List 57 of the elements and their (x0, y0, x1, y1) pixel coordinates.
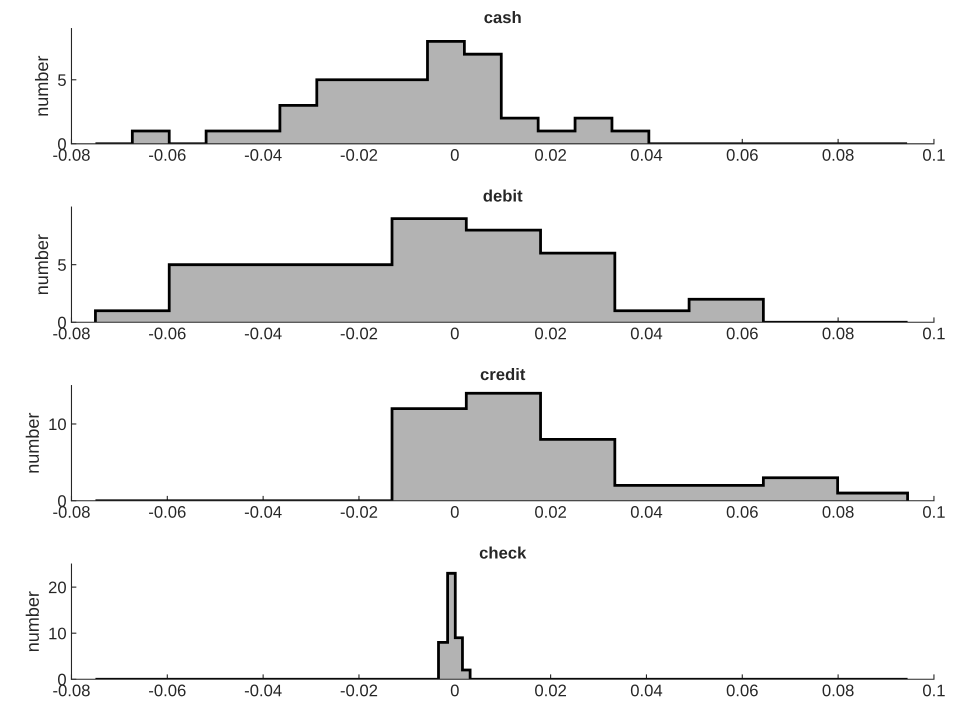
chart-title: credit (480, 368, 526, 380)
x-tick-label: 0.04 (630, 149, 662, 161)
y-tick-label: 10 (49, 628, 66, 640)
x-tick-label: -0.06 (149, 506, 186, 518)
y-tick-label: 5 (58, 259, 66, 271)
x-tick-label: 0.02 (535, 506, 566, 518)
chart-title: check (480, 546, 526, 559)
x-tick-label: 0.06 (726, 506, 758, 518)
x-tick-label: 0.02 (535, 684, 566, 696)
x-tick-label: 0.1 (923, 506, 945, 518)
x-tick-label: 0 (450, 506, 459, 518)
x-tick-label: 0.06 (726, 328, 758, 340)
x-tick-label: 0.08 (822, 506, 854, 518)
x-tick-label: -0.08 (53, 328, 90, 340)
x-tick-label: -0.02 (340, 149, 378, 161)
y-tick-label: 0 (58, 495, 66, 507)
x-tick-label: -0.02 (340, 684, 378, 696)
chart-title: debit (483, 189, 522, 202)
x-tick-label: -0.08 (53, 684, 90, 696)
y-tick-label: 0 (58, 138, 66, 150)
x-tick-label: 0.02 (535, 149, 566, 161)
x-tick-label: 0.1 (923, 328, 945, 340)
x-tick-label: 0.02 (535, 328, 566, 340)
chart-title: cash (484, 10, 521, 24)
x-tick-label: 0.08 (822, 149, 854, 161)
x-tick-label: 0 (450, 328, 459, 340)
x-tick-label: -0.02 (340, 328, 378, 340)
y-tick-label: 0 (58, 674, 66, 686)
y-tick-label: 10 (49, 418, 66, 430)
x-tick-label: -0.04 (244, 149, 282, 161)
x-tick-label: -0.08 (53, 506, 90, 518)
x-tick-label: -0.04 (244, 684, 282, 696)
x-tick-label: -0.06 (149, 149, 186, 161)
x-tick-label: 0.06 (726, 684, 758, 696)
x-tick-label: -0.06 (149, 684, 186, 696)
x-tick-label: 0 (450, 684, 459, 696)
x-tick-label: 0.04 (630, 684, 662, 696)
y-tick-label: 0 (58, 316, 66, 328)
x-tick-label: 0.06 (726, 149, 758, 161)
y-axis-title: number (26, 591, 39, 652)
x-tick-label: 0.1 (923, 684, 945, 696)
x-tick-label: 0.1 (923, 149, 945, 161)
x-tick-label: -0.06 (149, 328, 186, 340)
y-axis-title: number (34, 234, 48, 294)
x-tick-label: 0.04 (630, 328, 662, 340)
x-tick-label: 0 (450, 149, 459, 161)
x-tick-label: 0.08 (822, 328, 854, 340)
x-tick-label: 0.04 (630, 506, 662, 518)
y-axis-title: number (34, 56, 48, 116)
x-tick-label: -0.04 (244, 506, 282, 518)
y-tick-label: 20 (48, 582, 66, 594)
y-tick-label: 5 (58, 74, 66, 86)
x-tick-label: -0.08 (53, 149, 90, 161)
y-axis-title: number (26, 412, 39, 473)
x-tick-label: 0.08 (822, 684, 854, 696)
x-tick-label: -0.04 (244, 328, 282, 340)
x-tick-label: -0.02 (340, 506, 378, 518)
